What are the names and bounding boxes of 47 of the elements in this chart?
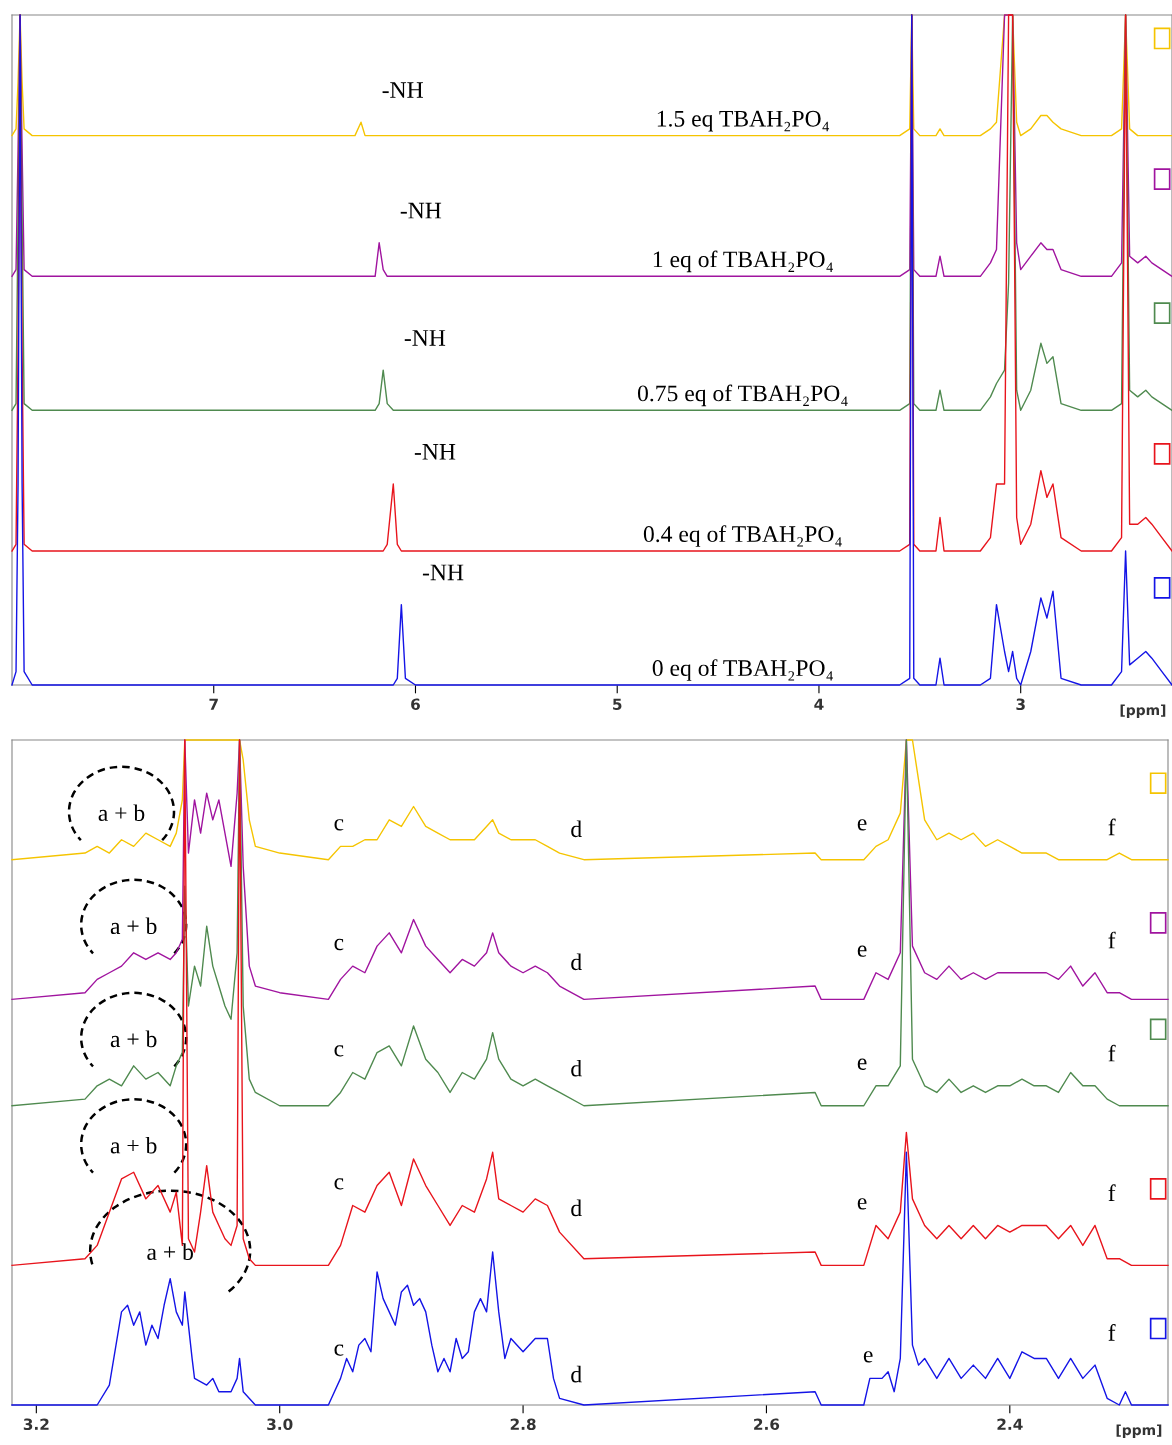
x-tick-label: 7 [209, 698, 218, 710]
annotation: -NH [382, 82, 423, 98]
annotation: f [1108, 931, 1116, 949]
annotation: d [571, 953, 582, 971]
series-label: 0 eq of TBAH₂PO₄ [652, 659, 833, 681]
x-tick-label: 5 [613, 698, 622, 711]
annotation: d [571, 820, 582, 838]
x-tick-label: 4 [814, 698, 824, 710]
annotation: -NH [414, 444, 456, 460]
annotation: e [857, 1058, 867, 1070]
x-tick-label: 3.2 [23, 1418, 49, 1431]
x-axis-title: [ppm] [1116, 1424, 1162, 1438]
annotation: a + b [147, 1243, 193, 1260]
x-tick-label: 3 [1016, 698, 1025, 711]
annotation: d [571, 1059, 582, 1077]
annotation: c [334, 1045, 344, 1057]
annotation: e [857, 945, 867, 957]
annotation: f [1108, 1044, 1116, 1062]
annotation: c [334, 1344, 344, 1356]
series-label: 0.4 eq of TBAH₂PO₄ [643, 525, 842, 547]
annotation: c [334, 938, 344, 951]
annotation: d [571, 1365, 582, 1383]
x-tick-label: 6 [411, 698, 420, 711]
annotation: e [857, 819, 867, 831]
x-tick-label: 2.4 [997, 1418, 1023, 1430]
series-label: 0.75 eq of TBAH₂PO₄ [637, 384, 848, 407]
annotation: f [1108, 818, 1116, 836]
x-tick-label: 3.0 [267, 1418, 293, 1431]
annotation: a + b [110, 1136, 157, 1154]
annotation: a + b [110, 1030, 157, 1048]
annotation: a + b [98, 804, 145, 822]
annotation: e [863, 1351, 873, 1363]
x-axis-title: [ppm] [1120, 704, 1166, 718]
annotation: f [1108, 1184, 1116, 1201]
annotation: -NH [422, 564, 464, 581]
annotation: f [1108, 1324, 1116, 1341]
series-label: 1 eq of TBAH₂PO₄ [653, 250, 833, 273]
series-label: 1.5 eq TBAH₂PO₄ [657, 110, 830, 132]
annotation: -NH [404, 330, 446, 346]
annotation: e [857, 1198, 867, 1210]
annotation: c [334, 1178, 344, 1190]
x-tick-label: 2.6 [754, 1418, 780, 1431]
x-tick-label: 2.8 [510, 1418, 536, 1431]
annotation: -NH [400, 202, 442, 219]
annotation: c [334, 819, 344, 831]
annotation: d [571, 1199, 582, 1217]
annotation: a + b [110, 917, 157, 935]
